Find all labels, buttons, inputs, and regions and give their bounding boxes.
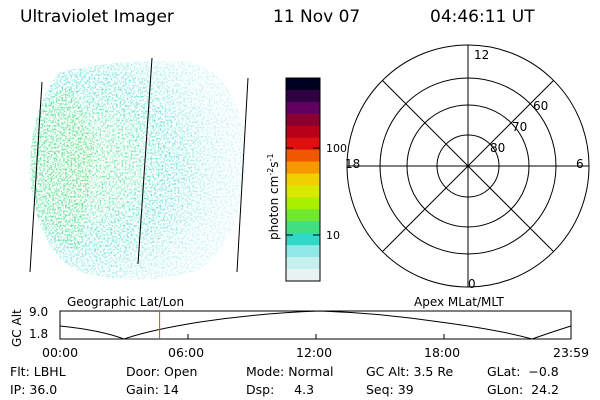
instrument-title: Ultraviolet Imager bbox=[20, 7, 174, 27]
mlt-label-0: 0 bbox=[468, 277, 476, 291]
filter-status: Flt: LBHL bbox=[10, 364, 66, 379]
colorbar-segment bbox=[286, 209, 320, 222]
mlt-label-6: 6 bbox=[576, 157, 584, 171]
x-tick-2359: 23:59 bbox=[553, 345, 590, 360]
colorbar-segment bbox=[286, 125, 320, 139]
polar-grid bbox=[346, 44, 590, 288]
orbit-x-ticks bbox=[187, 334, 445, 339]
auroral-image bbox=[29, 61, 246, 280]
lat-label-70: 70 bbox=[512, 120, 527, 134]
date-label: 11 Nov 07 bbox=[273, 7, 361, 27]
y-tick-high: 9.0 bbox=[29, 305, 49, 319]
x-tick-1200: 12:00 bbox=[296, 345, 333, 360]
colorbar-segment bbox=[286, 269, 320, 282]
colorbar-outline bbox=[285, 77, 321, 282]
dsp-status: Dsp: 4.3 bbox=[246, 382, 315, 397]
colorbar-segment bbox=[286, 233, 320, 246]
colorbar-segment bbox=[286, 101, 320, 115]
colorbar-unit-label: photon cm-2s-1 bbox=[266, 153, 281, 240]
altitude-curve bbox=[59, 310, 572, 340]
mlt-label-12: 12 bbox=[474, 48, 489, 62]
seq-status: Seq: 39 bbox=[366, 382, 414, 397]
longitude-lines bbox=[29, 57, 249, 273]
colorbar-segment bbox=[286, 221, 320, 234]
colorbar-tick-10: 10 bbox=[326, 229, 340, 242]
gain-status: Gain: 14 bbox=[126, 382, 179, 397]
colorbar-segment bbox=[286, 257, 320, 270]
colorbar bbox=[285, 77, 321, 282]
door-status: Door: Open bbox=[126, 364, 198, 379]
colorbar-segment bbox=[286, 113, 320, 127]
colorbar-ticks bbox=[286, 147, 320, 236]
apex-title: Apex MLat/MLT bbox=[414, 295, 504, 309]
gc-alt-status: GC Alt: 3.5 Re bbox=[366, 364, 454, 379]
ip-status: IP: 36.0 bbox=[10, 382, 58, 397]
geographic-title: Geographic Lat/Lon bbox=[67, 295, 185, 309]
colorbar-segment bbox=[286, 137, 320, 151]
colorbar-segment bbox=[286, 197, 320, 210]
colorbar-segment bbox=[286, 149, 320, 163]
mode-status: Mode: Normal bbox=[246, 364, 334, 379]
glon-status: GLon: 24.2 bbox=[487, 382, 559, 397]
colorbar-segment bbox=[286, 89, 320, 103]
colorbar-segment bbox=[286, 173, 320, 187]
y-tick-low: 1.8 bbox=[29, 327, 49, 341]
mlt-label-18: 18 bbox=[345, 157, 360, 171]
x-tick-0000: 00:00 bbox=[42, 345, 79, 360]
colorbar-segment bbox=[286, 78, 320, 91]
colorbar-segment bbox=[286, 185, 320, 199]
lat-label-80: 80 bbox=[490, 141, 505, 155]
colorbar-segment bbox=[286, 245, 320, 258]
time-label: 04:46:11 UT bbox=[430, 7, 535, 27]
orbit-y-label: GC Alt bbox=[10, 309, 24, 347]
lat-label-60: 60 bbox=[533, 99, 548, 113]
x-tick-0600: 06:00 bbox=[168, 345, 205, 360]
colorbar-tick-100: 100 bbox=[326, 142, 347, 155]
glat-status: GLat: −0.8 bbox=[487, 364, 559, 379]
colorbar-segment bbox=[286, 161, 320, 175]
x-tick-1800: 18:00 bbox=[424, 345, 461, 360]
